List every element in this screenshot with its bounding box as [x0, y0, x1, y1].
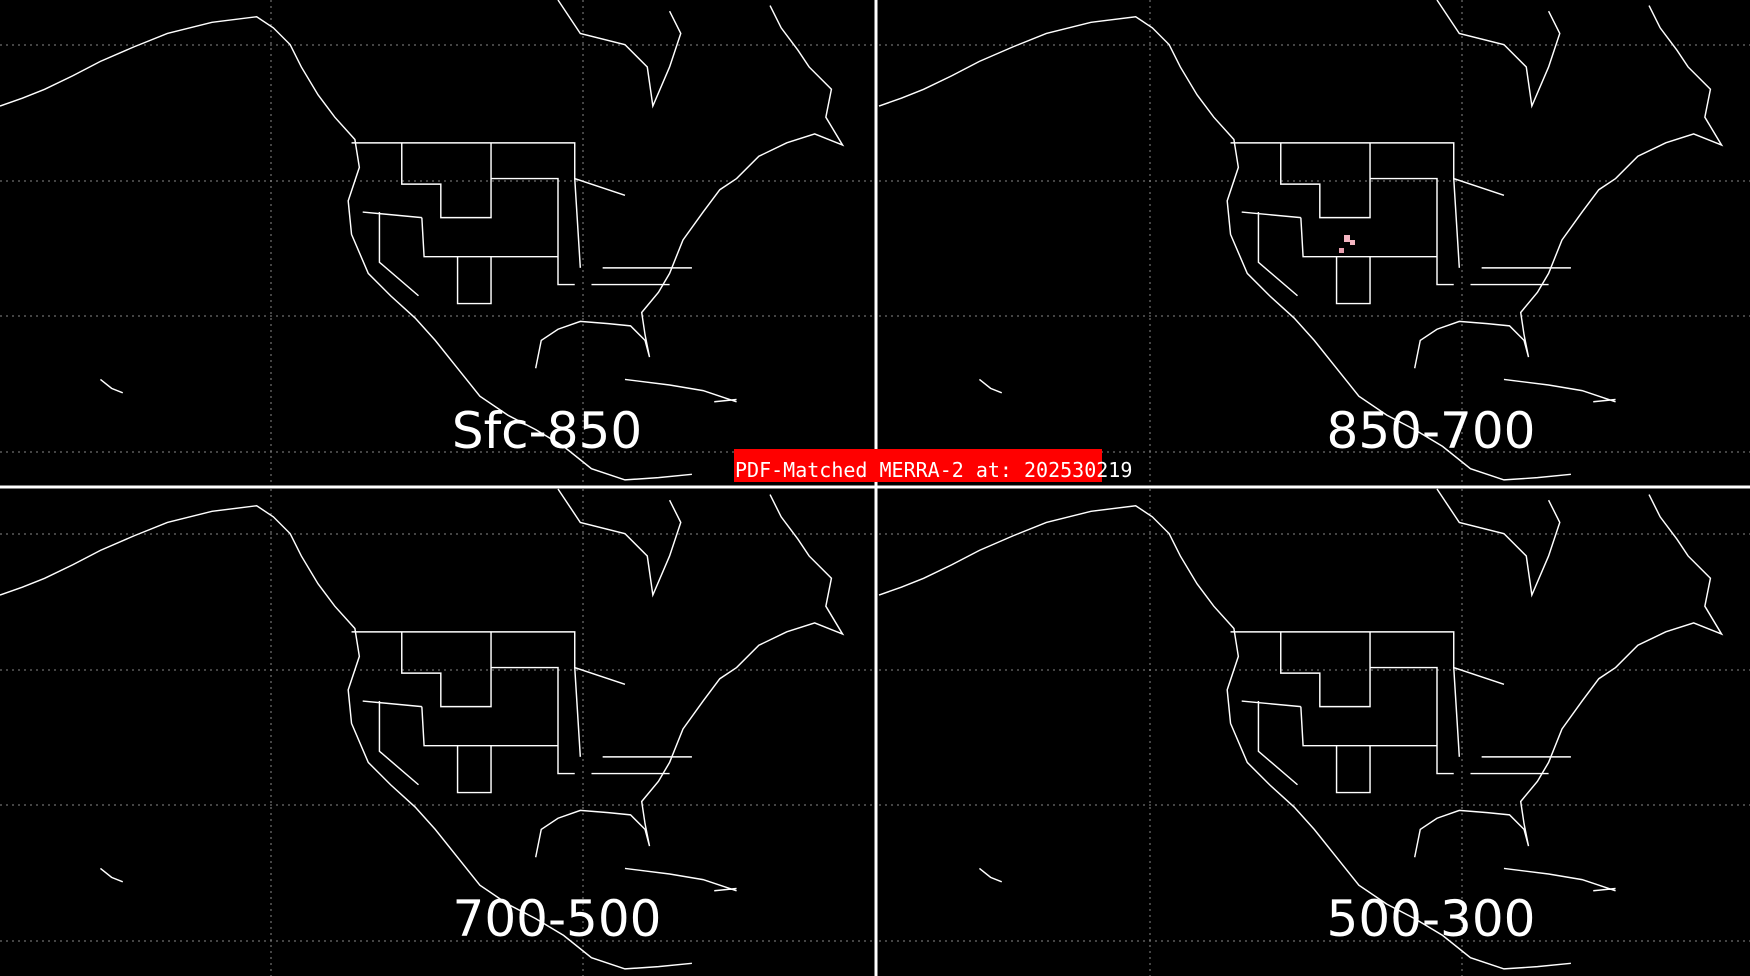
panel-label: 700-500 [453, 890, 662, 948]
data-pixel [1339, 248, 1344, 253]
panel-label: 500-300 [1327, 890, 1536, 948]
banner-text: PDF-Matched MERRA-2 at: 202530219 [735, 458, 1132, 482]
panel: Sfc-850 [0, 0, 876, 488]
banner-box [734, 449, 1102, 482]
panel: 850-700 [878, 0, 1750, 488]
data-pixel [1344, 235, 1350, 242]
panel: 500-300 [878, 488, 1750, 976]
panel: 700-500 [0, 488, 876, 976]
panel-label: 850-700 [1327, 402, 1536, 460]
data-pixel [1350, 240, 1355, 245]
panel-label: Sfc-850 [452, 402, 642, 460]
